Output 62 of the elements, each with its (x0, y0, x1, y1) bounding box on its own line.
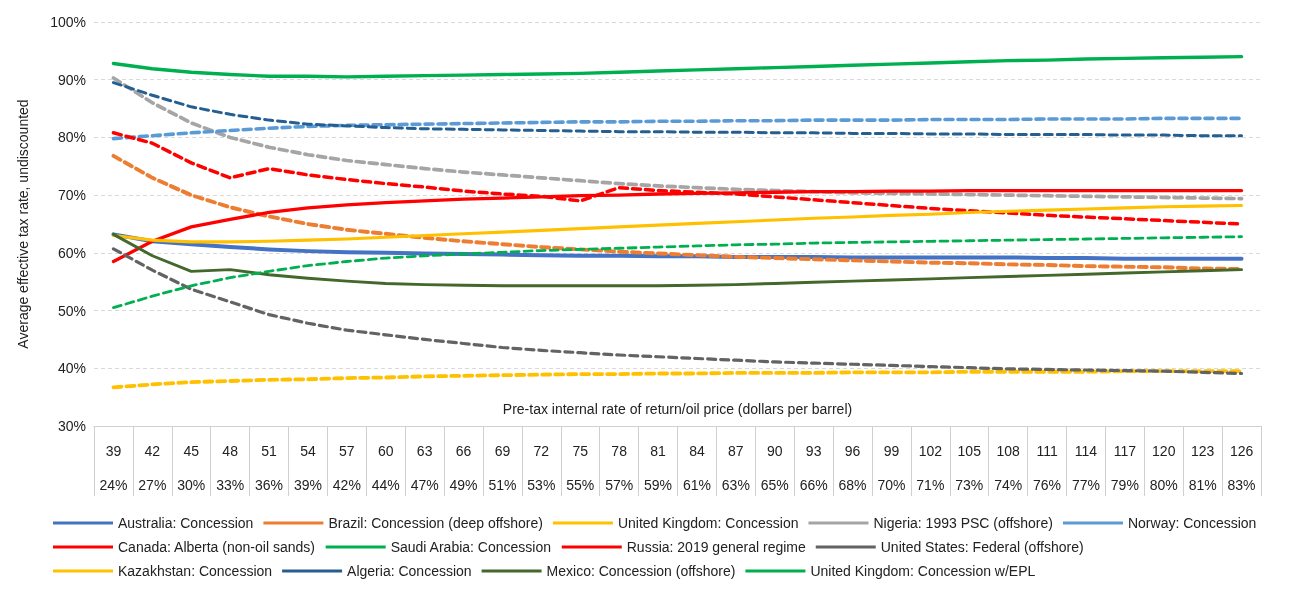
category-label: 93 66% (799, 443, 828, 493)
category-label: 90 65% (760, 443, 789, 493)
legend-label: United Kingdom: Concession (617, 515, 799, 531)
x-axis-title: Pre-tax internal rate of return/oil price (dollars per barrel) (502, 401, 853, 417)
legend-label: Brazil: Concession (deep offshore) (328, 515, 543, 531)
legend-label: Norway: Concession (1127, 515, 1257, 531)
legend-label: Saudi Arabia: Concession (390, 539, 551, 555)
legend-label: Kazakhstan: Concession (118, 563, 273, 579)
category-label: 123 81% (1188, 443, 1217, 493)
y-axis-title: Average effective tax rate, undiscounted (15, 99, 31, 349)
category-label: 120 80% (1149, 443, 1178, 493)
line-series (111, 369, 1244, 390)
legend-label: Canada: Alberta (non-oil sands) (118, 539, 315, 555)
legend-label: Mexico: Concession (offshore) (546, 563, 736, 579)
y-tick-label: 70% (57, 187, 86, 204)
category-label: 72 53% (527, 443, 556, 493)
line-series (111, 81, 1244, 138)
legend-label: Russia: 2019 general regime (626, 539, 806, 555)
line-series (111, 247, 1244, 376)
category-label: 105 73% (955, 443, 984, 493)
line-series (111, 76, 1244, 201)
category-label: 42 27% (138, 443, 167, 493)
legend-label: Australia: Concession (118, 515, 254, 531)
category-label: 57 42% (332, 443, 361, 493)
legend-label: United Kingdom: Concession w/EPL (810, 563, 1036, 579)
legend-label: Algeria: Concession (347, 563, 472, 579)
category-label: 108 74% (994, 443, 1023, 493)
y-tick-label: 60% (57, 244, 86, 261)
line-series (112, 235, 1243, 310)
category-label: 111 76% (1033, 443, 1062, 493)
category-label: 63 47% (410, 443, 439, 493)
y-tick-label: 40% (57, 360, 86, 377)
category-label: 60 44% (371, 443, 400, 493)
category-label: 102 71% (916, 443, 945, 493)
legend-label: United States: Federal (offshore) (880, 539, 1084, 555)
line-series (112, 232, 1243, 288)
category-label: 66 49% (449, 443, 478, 493)
category-label: 51 36% (255, 443, 284, 493)
category-label: 54 39% (293, 443, 322, 493)
category-label: 48 33% (216, 443, 245, 493)
y-tick-label: 100% (50, 14, 86, 30)
category-label: 75 55% (566, 443, 595, 493)
category-label: 78 57% (605, 443, 634, 493)
category-label: 126 83% (1227, 443, 1256, 493)
y-tick-label: 50% (57, 302, 86, 319)
category-label: 96 68% (838, 443, 867, 493)
legend-label: Nigeria: 1993 PSC (offshore) (873, 515, 1053, 531)
category-label: 84 61% (682, 443, 711, 493)
category-label: 117 79% (1110, 443, 1139, 493)
category-label: 87 63% (721, 443, 750, 493)
line-series (111, 116, 1244, 141)
category-label: 69 51% (488, 443, 517, 493)
category-label: 114 77% (1071, 443, 1100, 493)
line-series (111, 203, 1244, 244)
y-tick-label: 80% (57, 129, 86, 146)
y-tick-label: 30% (57, 418, 86, 434)
y-tick-label: 90% (57, 71, 86, 88)
category-label: 45 30% (177, 443, 206, 493)
category-label: 99 70% (877, 443, 906, 493)
line-series (111, 54, 1244, 79)
category-label: 39 24% (99, 443, 128, 493)
category-label: 81 59% (644, 443, 673, 493)
